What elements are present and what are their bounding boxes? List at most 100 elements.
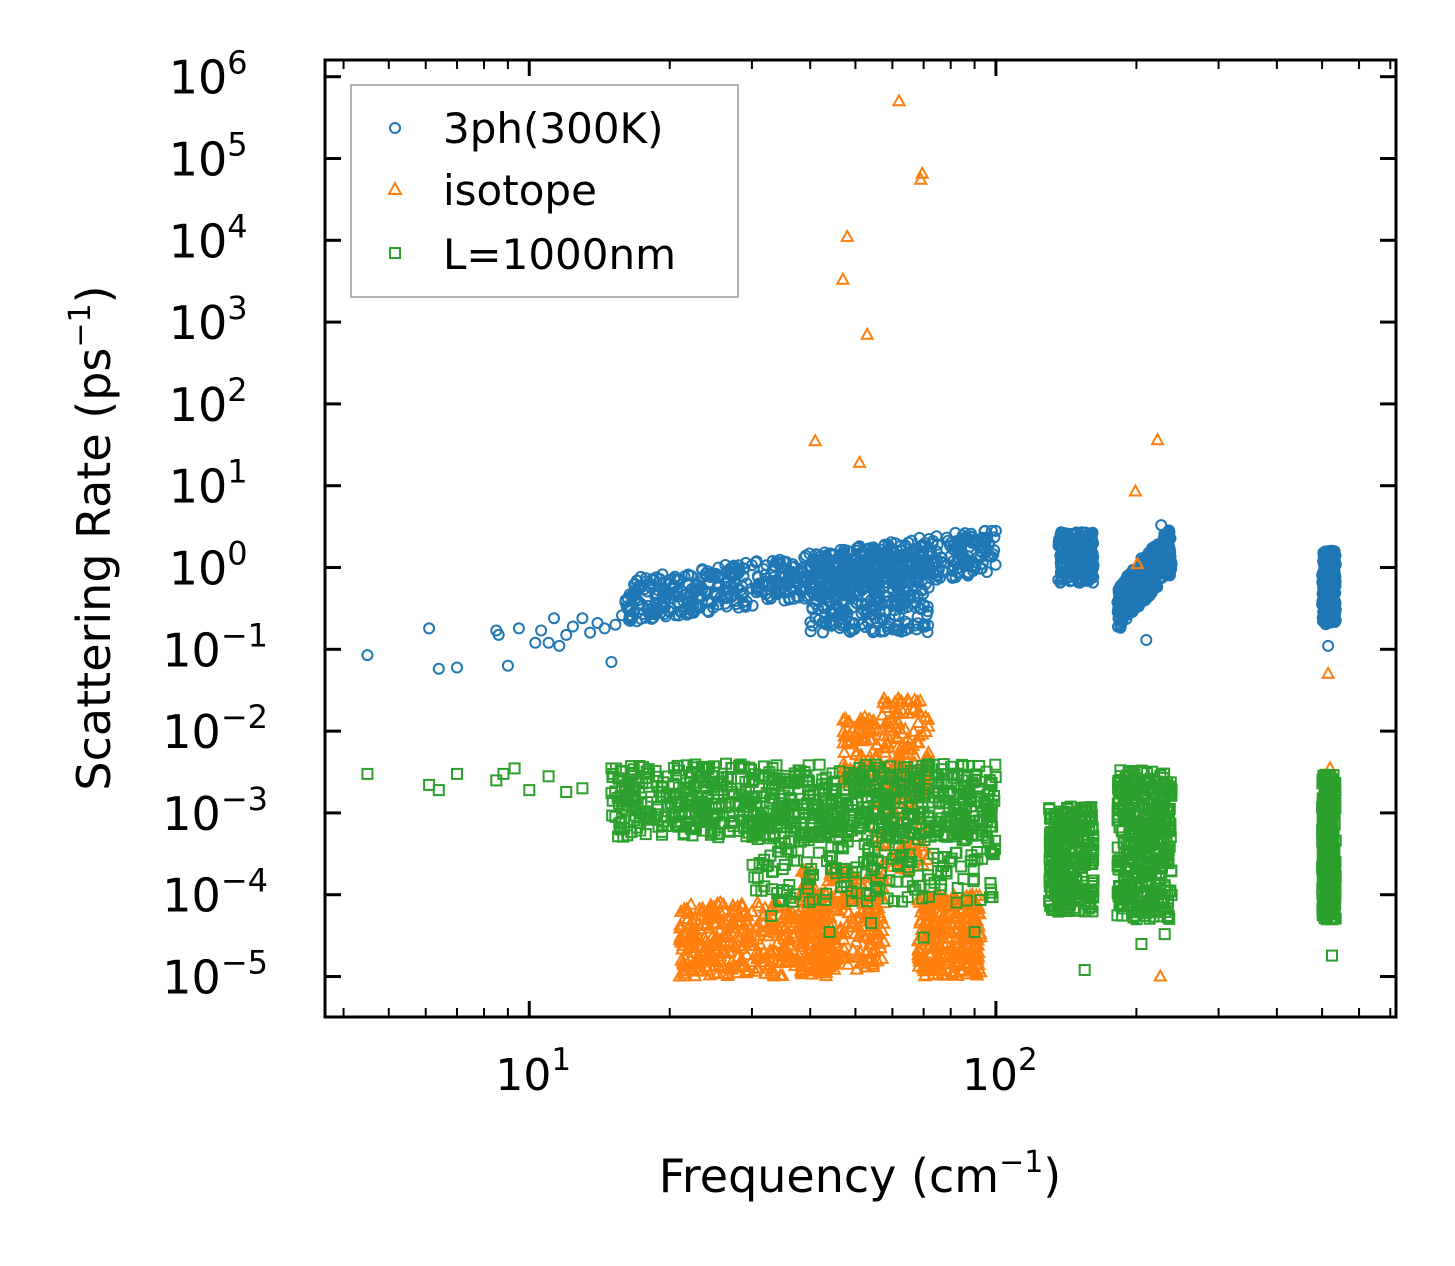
point-isotope — [921, 711, 936, 725]
point-isotope — [935, 963, 951, 977]
point-3ph — [712, 561, 725, 574]
point-isotope — [683, 896, 699, 910]
point-3ph — [1323, 615, 1336, 627]
point-3ph — [1070, 558, 1083, 571]
point-isotope — [778, 919, 793, 933]
point-3ph — [732, 567, 745, 580]
point-3ph — [988, 531, 1001, 544]
point-isotope — [707, 915, 722, 929]
point-3ph — [817, 599, 829, 612]
point-3ph — [894, 600, 907, 613]
point-isotope — [875, 707, 890, 721]
point-3ph — [861, 598, 874, 611]
point-isotope — [891, 705, 906, 719]
point-3ph — [576, 612, 589, 625]
point-isotope — [785, 928, 801, 942]
point-isotope — [930, 947, 945, 961]
point-isotope — [891, 748, 907, 762]
point-isotope — [852, 715, 868, 729]
point-3ph — [962, 558, 975, 571]
point-l1000nm — [884, 769, 897, 782]
point-3ph — [669, 609, 682, 622]
point-3ph — [935, 555, 948, 568]
point-3ph — [725, 561, 738, 574]
point-isotope — [748, 920, 763, 934]
point-3ph — [548, 612, 560, 625]
point-isotope — [744, 937, 759, 951]
point-3ph — [810, 586, 823, 599]
point-isotope — [830, 886, 846, 900]
point-3ph — [817, 573, 830, 586]
point-3ph — [709, 587, 721, 600]
point-3ph — [888, 609, 901, 622]
point-3ph — [823, 576, 836, 589]
point-3ph — [1145, 586, 1158, 599]
point-3ph — [1148, 540, 1161, 553]
point-3ph — [1317, 606, 1330, 619]
point-3ph — [804, 589, 817, 602]
point-isotope — [685, 963, 701, 977]
point-3ph — [1150, 566, 1163, 579]
point-3ph — [1324, 565, 1336, 578]
point-isotope — [910, 693, 925, 707]
point-l1000nm — [656, 825, 669, 838]
point-3ph — [853, 575, 866, 588]
data-points — [361, 93, 1342, 982]
point-3ph — [895, 539, 907, 552]
point-3ph — [598, 622, 611, 635]
point-isotope — [749, 950, 765, 964]
point-3ph — [535, 624, 548, 637]
point-isotope — [732, 908, 748, 922]
point-isotope — [860, 714, 875, 728]
point-isotope — [876, 694, 891, 708]
point-isotope — [913, 171, 928, 185]
point-isotope — [770, 952, 785, 966]
point-3ph — [752, 584, 765, 597]
point-isotope — [833, 920, 848, 934]
point-isotope — [880, 714, 896, 728]
point-3ph — [760, 559, 773, 572]
point-isotope — [761, 960, 776, 974]
point-l1000nm — [670, 818, 682, 831]
point-3ph — [1131, 578, 1143, 591]
point-3ph — [566, 620, 579, 633]
point-isotope — [939, 956, 954, 970]
point-isotope — [748, 963, 763, 977]
point-3ph — [777, 555, 790, 568]
point-3ph — [908, 547, 921, 560]
point-isotope — [902, 694, 917, 708]
point-isotope — [935, 929, 951, 943]
point-isotope — [951, 931, 966, 945]
point-3ph — [917, 587, 930, 600]
point-isotope — [907, 700, 922, 714]
point-3ph — [634, 580, 647, 592]
point-isotope — [828, 956, 843, 970]
point-isotope — [695, 963, 710, 977]
point-3ph — [855, 607, 868, 620]
point-isotope — [868, 942, 884, 956]
point-l1000nm — [660, 788, 673, 801]
point-isotope — [821, 894, 837, 908]
point-isotope — [892, 694, 907, 708]
point-isotope — [961, 910, 976, 924]
point-3ph — [836, 582, 849, 595]
point-3ph — [861, 574, 874, 587]
point-isotope — [912, 704, 927, 718]
point-isotope — [678, 951, 693, 965]
point-3ph — [685, 589, 698, 602]
point-isotope — [716, 926, 732, 940]
point-isotope — [765, 917, 780, 931]
point-isotope — [1128, 483, 1143, 497]
point-isotope — [699, 958, 714, 972]
point-3ph — [1057, 572, 1069, 585]
point-isotope — [1320, 665, 1336, 679]
point-isotope — [904, 839, 920, 853]
point-3ph — [647, 572, 660, 585]
point-isotope — [923, 947, 938, 961]
point-3ph — [917, 540, 930, 553]
point-isotope — [694, 903, 709, 917]
point-3ph — [738, 599, 751, 612]
point-3ph — [872, 577, 885, 590]
point-3ph — [1116, 614, 1129, 626]
